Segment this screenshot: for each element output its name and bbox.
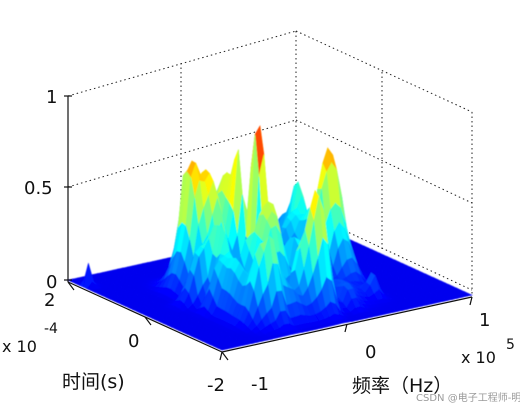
watermark-text: CSDN @电子工程师-明 [416,391,520,404]
x-tick-mark [344,323,348,333]
x-multiplier-exponent: 5 [506,337,515,353]
y-axis-label: 时间(s) [62,371,125,393]
z-tick-label: 0 [46,272,57,293]
grid-line [295,30,473,113]
y-multiplier-base: x 10 [2,337,37,356]
x-tick-label: -1 [251,374,269,395]
x-tick-label: 1 [479,310,490,331]
y-tick-label: 0 [128,331,139,352]
x-axis-label: 频率（Hz） [352,375,452,397]
x-tick-mark [469,296,473,306]
y-tick-mark [67,281,75,291]
x-multiplier-base: x 10 [461,348,496,367]
y-tick-label: 2 [44,290,55,311]
surface-patch [217,346,228,351]
y-multiplier-exponent: -4 [44,321,58,337]
z-tick-label: 0.5 [24,178,53,199]
x-tick-label: 0 [365,342,376,363]
z-tick-label: 1 [46,87,57,108]
grid-line [295,119,473,204]
surface-plot [67,125,473,351]
y-tick-mark [221,351,229,361]
grid-line [67,30,297,97]
y-tick-mark [144,316,152,326]
y-tick-label: -2 [207,375,225,396]
x-tick-mark [219,351,223,361]
